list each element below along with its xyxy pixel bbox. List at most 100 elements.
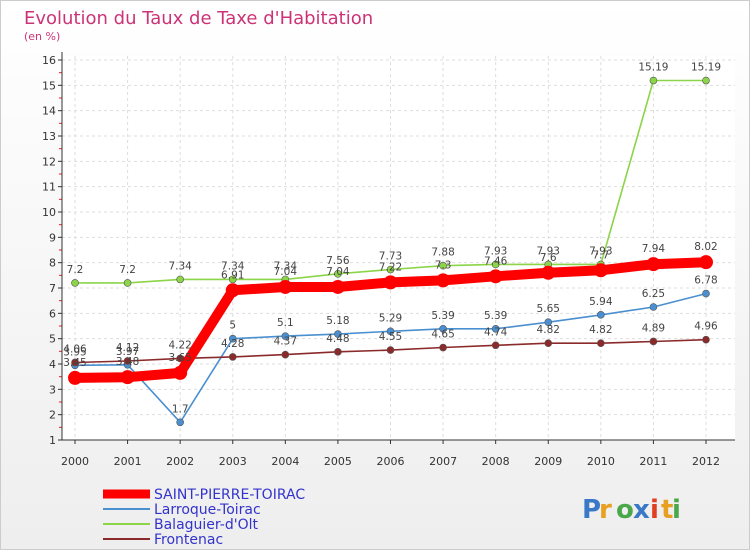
data-point [228,334,237,343]
y-tick-label: 15 [42,79,56,92]
data-point [71,279,79,287]
data-point [334,330,342,338]
data-label: 6.25 [642,288,665,300]
data-point [649,76,658,85]
data-point [439,343,447,352]
data-point [225,283,240,298]
legend: SAINT-PIERRE-TOIRACLarroque-ToiracBalagu… [103,487,305,548]
data-point [597,339,605,348]
data-point [646,257,661,272]
data-label: 15.19 [691,62,721,74]
data-label: 4.22 [168,339,191,351]
data-label: 4.65 [431,329,454,341]
data-point [228,275,237,284]
data-label: 7.6 [540,252,557,264]
data-point [330,279,345,294]
data-label: 7.04 [274,266,298,278]
y-tick-label: 12 [42,155,56,168]
data-label: 8.02 [694,241,717,253]
data-label: 3.48 [116,356,139,368]
data-point [436,273,451,288]
data-point [173,365,188,380]
data-point [334,270,342,278]
data-point [123,279,132,287]
data-point [228,353,237,361]
x-tick-label: 2000 [61,455,89,468]
data-label: 7.3 [435,259,452,271]
y-tick-label: 10 [42,206,56,219]
x-tick-label: 2004 [271,455,299,468]
data-label: 7.2 [119,264,136,276]
data-point [544,318,553,327]
data-point [597,311,605,319]
y-tick-label: 16 [42,54,56,67]
data-label: 7.2 [67,264,84,276]
data-point [702,335,710,344]
proxiti-logo: Pr o x i ti [582,495,681,525]
data-point [488,269,503,284]
data-point [593,263,608,278]
y-tick-label: 6 [49,307,56,320]
data-label: 7.93 [589,245,612,257]
data-label: 7.93 [484,245,507,257]
logo-letter: o [616,495,634,525]
data-label: 3.97 [116,346,139,358]
data-point [334,348,342,356]
data-label: 7.93 [537,245,560,257]
y-tick-label: 3 [49,383,56,396]
data-labels: 3.45 3.48 3.656.91 7.04 7.04 7.22 7.3 7.46 7.6 7.… [63,62,721,416]
data-point [649,337,658,346]
data-label: 4.37 [274,336,297,348]
data-label: 4.55 [379,331,402,343]
data-label: 4.28 [221,338,244,350]
x-tick-label: 2001 [114,455,142,468]
data-label: 7.34 [168,260,192,272]
data-label: 4.96 [694,321,718,333]
data-label: 5.29 [379,312,402,324]
y-tick-label: 7 [49,282,56,295]
data-label: 1.7 [172,403,189,415]
data-label: 4.12 [116,342,139,354]
legend-label: Frontenac [154,532,223,548]
x-tick-label: 2005 [324,455,352,468]
data-point [383,275,398,290]
data-label: 7.34 [221,260,245,272]
data-point [386,265,395,274]
series-layer [68,76,713,427]
y-tick-label: 13 [42,130,56,143]
data-point [541,265,556,280]
data-label: 15.19 [638,62,668,74]
data-point [544,339,553,348]
x-tick-label: 2002 [166,455,194,468]
data-label: 6.91 [221,269,244,281]
data-point [71,358,79,367]
data-label: 5.18 [326,315,349,327]
x-tick-label: 2007 [429,455,457,468]
data-point [278,279,293,294]
data-label: 3.95 [63,346,86,358]
x-tick-label: 2009 [534,455,562,468]
data-point [649,303,658,311]
data-point [439,261,447,270]
logo-letter: x [633,495,650,525]
data-point [386,327,395,336]
data-point [281,332,290,340]
data-point [281,350,290,359]
legend-label: SAINT-PIERRE-TOIRAC [154,487,305,503]
logo-letter: P [582,495,601,525]
y-tick-label: 14 [42,105,56,118]
data-label: 7.46 [484,255,508,267]
grid [62,56,735,441]
data-label: 3.65 [168,352,191,364]
data-point [702,289,710,298]
data-label: 5 [229,320,236,332]
data-label: 7.04 [326,266,350,278]
y-tick-label: 9 [49,231,56,244]
data-point [702,76,710,85]
data-point [491,324,500,333]
data-label: 5.39 [484,310,507,322]
x-tick-label: 2012 [692,455,720,468]
data-label: 7.94 [642,243,666,255]
data-point [123,357,132,365]
